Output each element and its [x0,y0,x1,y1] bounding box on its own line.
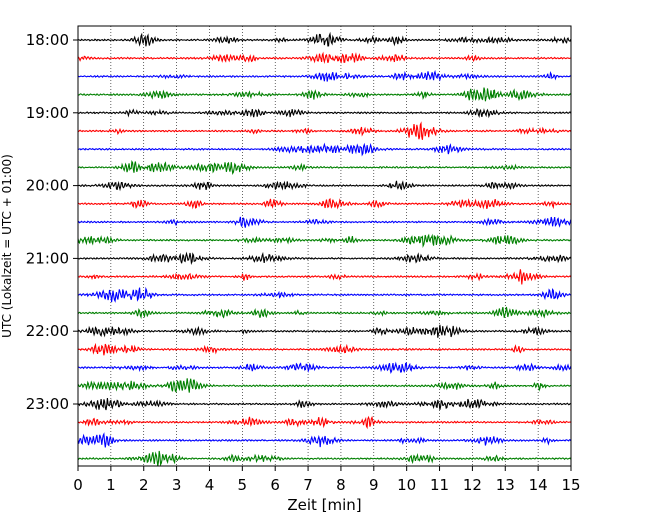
seismogram-trace [77,398,571,411]
y-tick-label: 21:00 [26,249,69,267]
y-tick-label: 20:00 [26,177,69,195]
y-tick-label: 23:00 [26,395,69,413]
seismogram-trace [77,324,571,338]
seismogram-trace [77,142,572,157]
seismogram-trace [77,361,572,374]
x-tick-label: 13 [496,476,515,494]
seismogram-trace [77,415,572,430]
seismogram-trace [77,51,571,64]
x-gridlines [110,26,539,466]
seismogram-trace [77,107,572,119]
x-tick-label: 15 [561,476,580,494]
seismogram-trace [77,87,572,102]
y-tick-label: 19:00 [26,104,69,122]
x-axis-ticks: 0 1 2 3 4 5 6 7 8 9 10 11 12 13 14 15 [73,466,581,494]
y-axis-label: UTC (Lokalzeit = UTC + 01:00) [0,154,14,338]
x-axis-label: Zeit [min] [287,496,361,514]
seismogram-trace [77,450,572,467]
seismogram-trace [77,121,572,140]
seismogram-trace [77,378,571,394]
x-tick-label: 11 [430,476,449,494]
x-tick-label: 2 [139,476,149,494]
y-tick-label: 22:00 [26,322,69,340]
x-tick-label: 4 [205,476,215,494]
seismogram-trace [77,251,572,266]
seismogram-trace [77,216,572,228]
seismogram-traces [77,31,572,467]
y-tick-label: 18:00 [26,31,69,49]
x-tick-label: 1 [106,476,116,494]
seismogram-trace [77,269,572,285]
x-tick-label: 10 [397,476,416,494]
seismogram-trace [77,286,572,303]
x-tick-label: 14 [529,476,548,494]
seismogram-trace [77,233,571,249]
seismogram-trace [77,31,572,47]
x-tick-label: 6 [270,476,280,494]
seismogram-trace [77,180,572,192]
plot-frame [77,25,572,467]
x-tick-label: 9 [369,476,379,494]
x-tick-label: 7 [303,476,313,494]
y-axis-ticks: 18:00 19:00 20:00 21:00 22:00 23:00 [26,31,78,413]
seismogram-trace [77,69,572,82]
seismogram-trace [77,342,572,356]
x-tick-label: 12 [463,476,482,494]
seismogram-trace [77,197,572,210]
seismogram-trace [77,306,571,320]
x-tick-label: 8 [336,476,346,494]
x-tick-label: 0 [73,476,83,494]
seismogram-trace [77,159,571,175]
x-tick-label: 5 [238,476,248,494]
seismogram-trace [77,432,572,448]
x-tick-label: 3 [172,476,182,494]
